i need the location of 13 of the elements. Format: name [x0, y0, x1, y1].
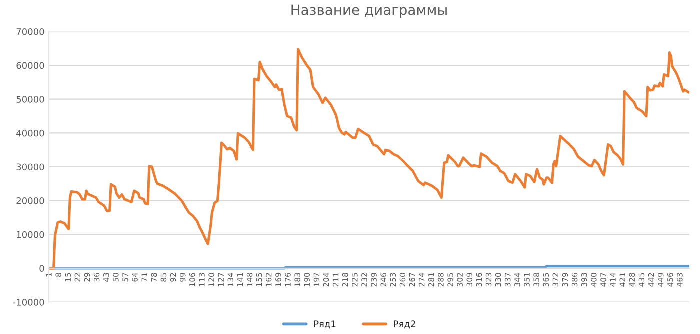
- legend-label: Ряд1: [314, 320, 336, 329]
- y-tick-label: 10000: [17, 231, 44, 238]
- legend-label: Ряд2: [394, 320, 416, 329]
- y-tick-label: 20000: [16, 198, 44, 204]
- y-tick-label: 60000: [16, 62, 44, 70]
- y-tick-label: 70000: [16, 28, 44, 36]
- y-tick-label: 40000: [16, 130, 44, 137]
- y-tick-label: -10000: [13, 299, 44, 306]
- y-tick-label: 0: [40, 265, 44, 272]
- chart-title: Название диаграммы: [292, 4, 447, 18]
- line-series: [49, 48, 690, 270]
- y-tick-label: 30000: [16, 164, 44, 171]
- y-tick-label: 50000: [16, 96, 44, 103]
